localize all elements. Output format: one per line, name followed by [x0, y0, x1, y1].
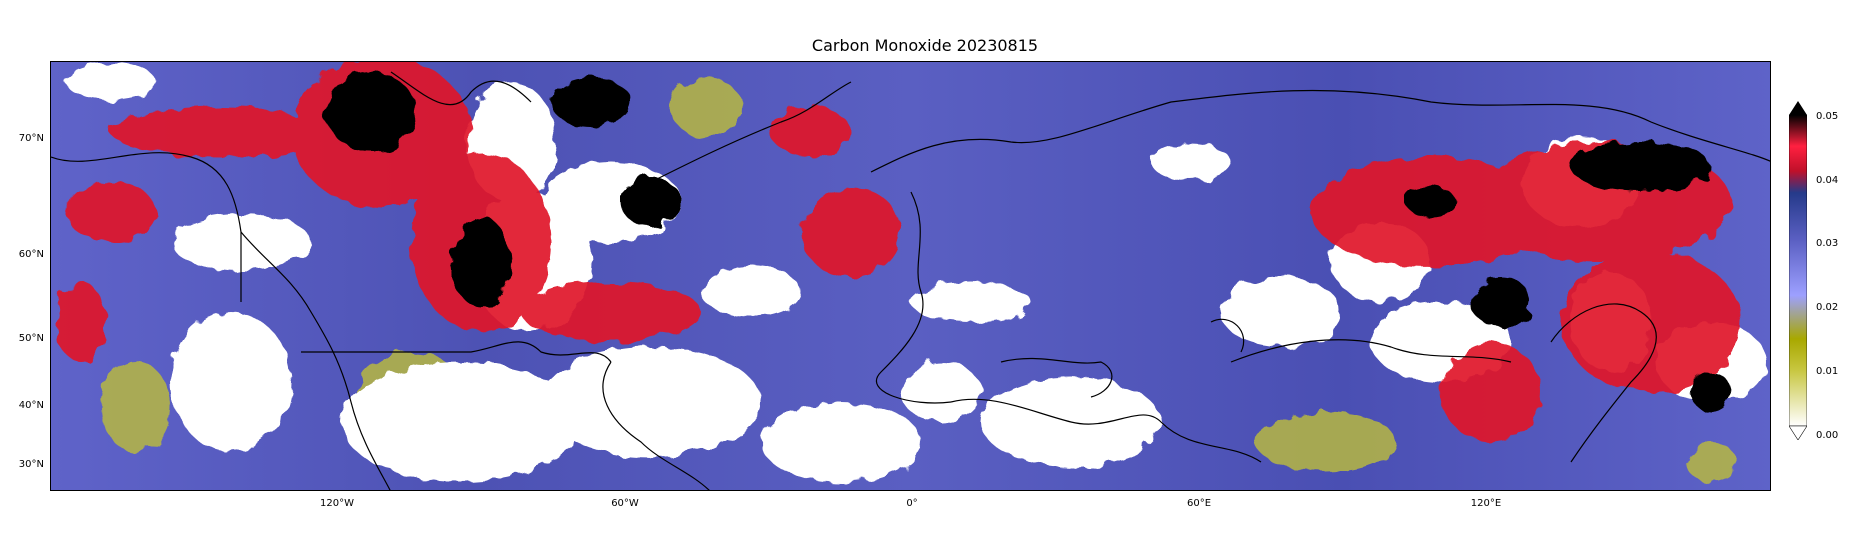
lat-tick-30n: 30°N	[18, 459, 44, 470]
lat-tick-70n: 70°N	[18, 133, 44, 144]
colorbar-tick-003: 0.03	[1816, 238, 1839, 249]
colorbar-tick-002: 0.02	[1816, 302, 1839, 313]
colorbar	[1789, 101, 1807, 440]
very-high-co-cores	[326, 72, 1731, 412]
colorbar-tick-000: 0.00	[1816, 430, 1839, 441]
lat-tick-50n: 50°N	[18, 333, 44, 344]
co-map	[51, 62, 1770, 490]
lat-tick-40n: 40°N	[18, 400, 44, 411]
lat-tick-60n: 60°N	[18, 249, 44, 260]
colorbar-tick-004: 0.04	[1816, 175, 1839, 186]
lon-tick-0: 0°	[906, 498, 918, 509]
lon-tick-60e: 60°E	[1186, 498, 1212, 509]
lon-tick-60w: 60°W	[611, 498, 639, 509]
colorbar-extend-max	[1789, 101, 1807, 115]
colorbar-gradient	[1789, 114, 1807, 427]
colorbar-tick-005: 0.05	[1816, 111, 1839, 122]
coastlines	[51, 71, 1770, 490]
lon-tick-120e: 120°E	[1470, 498, 1502, 509]
map-panel	[50, 61, 1771, 491]
colorbar-extend-min	[1789, 425, 1807, 440]
map-title: Carbon Monoxide 20230815	[811, 36, 1039, 55]
colorbar-tick-001: 0.01	[1816, 366, 1839, 377]
lon-tick-120w: 120°W	[320, 498, 354, 509]
